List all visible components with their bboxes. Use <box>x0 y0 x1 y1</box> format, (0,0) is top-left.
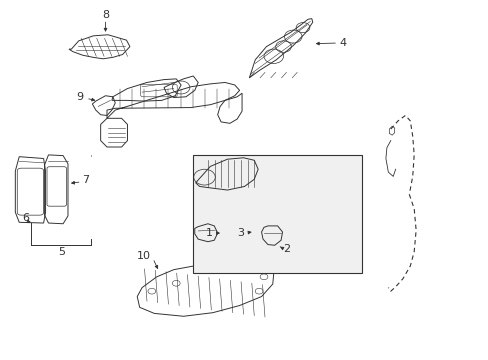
Text: 8: 8 <box>102 10 109 20</box>
Text: 9: 9 <box>76 92 83 102</box>
Text: 3: 3 <box>237 228 244 238</box>
Text: 4: 4 <box>339 38 346 48</box>
Text: 2: 2 <box>283 244 290 254</box>
Text: 10: 10 <box>137 251 151 261</box>
Text: 1: 1 <box>205 228 212 238</box>
Text: 7: 7 <box>82 175 89 185</box>
Bar <box>193 155 361 273</box>
Text: 6: 6 <box>22 213 29 222</box>
Text: 5: 5 <box>58 247 65 257</box>
